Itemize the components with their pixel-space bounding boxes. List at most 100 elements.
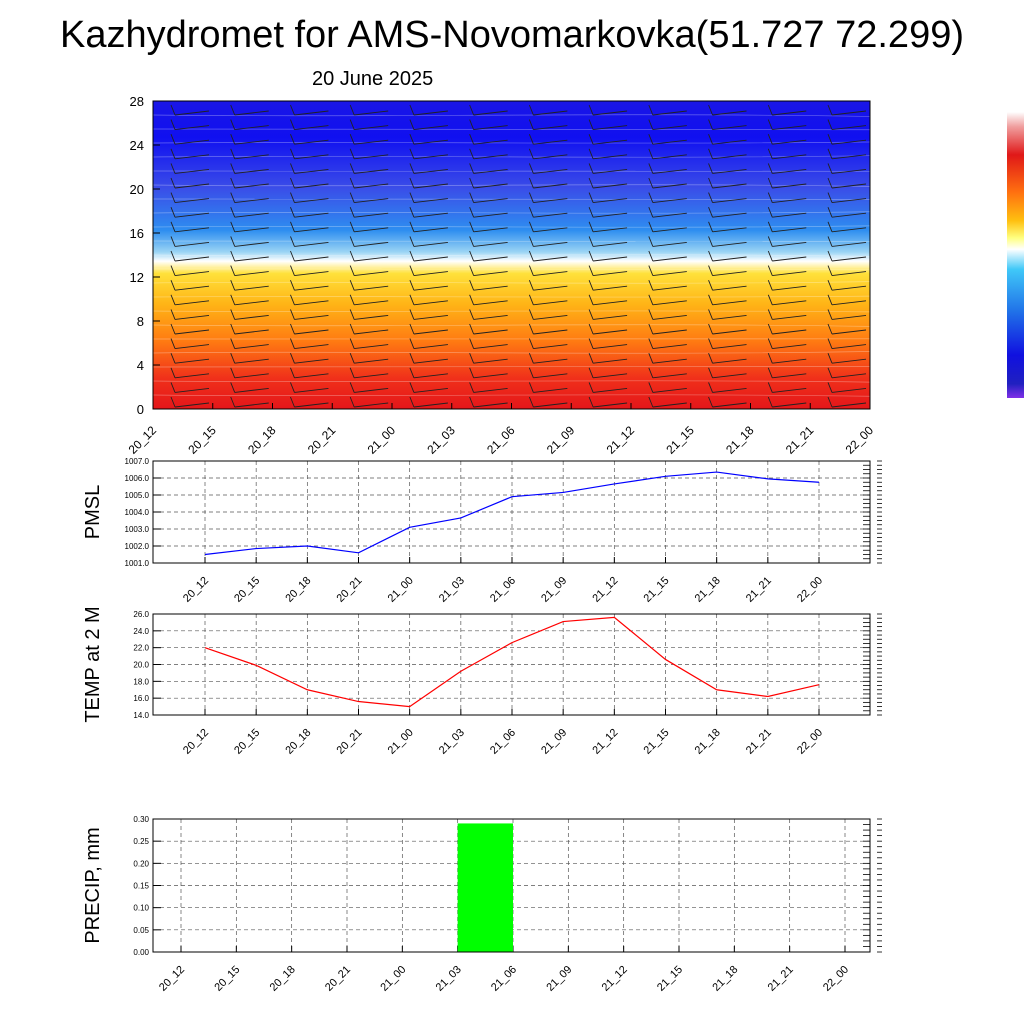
x-tick-label: 20_21 xyxy=(335,575,365,605)
x-tick-label: 21_06 xyxy=(484,423,518,457)
wind-barb xyxy=(528,294,568,306)
x-tick-label: 20_15 xyxy=(232,575,262,605)
wind-barb xyxy=(767,177,807,189)
isoline xyxy=(152,225,871,228)
wind-barb xyxy=(827,177,867,189)
x-tick-label: 21_21 xyxy=(766,964,796,994)
wind-barb xyxy=(528,104,568,116)
wind-barb xyxy=(767,294,807,306)
cross-section-field xyxy=(153,101,870,409)
wind-barb xyxy=(469,177,508,189)
wind-barb xyxy=(767,148,807,160)
wind-barb xyxy=(349,207,389,218)
wind-barb xyxy=(588,221,628,233)
wind-barb xyxy=(767,265,807,277)
wind-barb xyxy=(708,382,747,393)
isoline xyxy=(152,155,871,158)
wind-barb xyxy=(648,236,687,247)
wind-barb xyxy=(708,163,747,174)
wind-barb xyxy=(469,382,508,393)
wind-barb xyxy=(290,192,329,204)
y-tick-label: 26.0 xyxy=(133,610,149,619)
isoline xyxy=(152,281,871,284)
wind-barb xyxy=(230,177,269,189)
wind-barb xyxy=(588,207,628,218)
wind-barb xyxy=(588,192,628,204)
wind-barb xyxy=(170,119,210,131)
wind-barb xyxy=(528,221,568,233)
plot-frame xyxy=(152,460,871,564)
y-tick-label: 0.15 xyxy=(133,882,149,891)
y-tick-label: 0.05 xyxy=(133,926,149,935)
wind-barb xyxy=(409,163,448,174)
wind-barb xyxy=(648,353,687,364)
isoline xyxy=(152,394,871,397)
wind-barb xyxy=(469,236,508,247)
wind-barb xyxy=(170,323,210,335)
isoline xyxy=(152,254,871,257)
plot-frame xyxy=(152,818,871,953)
wind-barb xyxy=(648,265,687,277)
x-tick-label: 21_21 xyxy=(783,423,817,457)
wind-barb xyxy=(528,382,568,393)
wind-barb xyxy=(588,323,628,335)
wind-barb xyxy=(170,250,210,262)
wind-barb xyxy=(409,134,448,145)
wind-barb xyxy=(409,294,448,306)
wind-barb xyxy=(528,309,568,320)
y-tick-label: 18.0 xyxy=(133,677,149,686)
wind-barb xyxy=(349,119,389,131)
wind-barb xyxy=(409,323,448,335)
wind-barb xyxy=(230,382,269,393)
wind-barb xyxy=(588,280,628,291)
wind-barb xyxy=(170,236,210,247)
wind-barb xyxy=(349,104,389,116)
precip-panel: 0.00 0.05 0.10 0.15 0.20 0.25 0.30 20_12 20_15 20… xyxy=(82,815,882,994)
wind-barb xyxy=(827,280,867,291)
wind-barb xyxy=(648,104,687,116)
wind-barb xyxy=(767,309,807,320)
wind-barb xyxy=(588,163,628,174)
wind-barb xyxy=(648,367,687,379)
wind-barb xyxy=(170,294,210,306)
wind-barb xyxy=(349,396,389,408)
wind-barb xyxy=(469,294,508,306)
x-tick-label: 21_03 xyxy=(437,575,467,605)
wind-barb xyxy=(708,323,747,335)
x-tick-label: 21_12 xyxy=(600,964,630,994)
y-tick-label: 0.25 xyxy=(133,837,149,846)
plot-frame xyxy=(152,613,871,716)
wind-barb xyxy=(827,148,867,160)
y-tick-label: 1001.0 xyxy=(125,559,150,568)
wind-barb xyxy=(409,353,448,364)
x-tick-label: 21_09 xyxy=(539,575,569,605)
wind-barb xyxy=(708,265,747,277)
x-tick-label: 21_12 xyxy=(604,423,638,457)
wind-barb xyxy=(230,104,269,116)
wind-barb xyxy=(767,163,807,174)
wind-barb xyxy=(648,163,687,174)
wind-barb xyxy=(349,134,389,145)
x-tick-label: 21_18 xyxy=(693,575,723,605)
wind-barb xyxy=(230,119,269,131)
wind-barb xyxy=(290,338,329,350)
wind-barb xyxy=(349,323,389,335)
y-tick-label: 1004.0 xyxy=(125,508,150,517)
wind-barb xyxy=(409,221,448,233)
wind-barb xyxy=(290,382,329,393)
wind-barb xyxy=(469,119,508,131)
wind-barb xyxy=(290,104,329,116)
wind-barb xyxy=(767,221,807,233)
wind-barb xyxy=(827,353,867,364)
wind-barb xyxy=(827,309,867,320)
x-tick-label: 21_00 xyxy=(386,727,416,757)
wind-barb xyxy=(708,192,747,204)
x-tick-label: 21_00 xyxy=(378,964,408,994)
x-tick-label: 20_18 xyxy=(283,575,313,605)
wind-barb xyxy=(648,221,687,233)
x-tick-label: 21_00 xyxy=(386,575,416,605)
wind-barb xyxy=(708,353,747,364)
x-tick-label: 22_00 xyxy=(843,423,877,457)
wind-barb xyxy=(648,338,687,350)
wind-barb xyxy=(588,382,628,393)
